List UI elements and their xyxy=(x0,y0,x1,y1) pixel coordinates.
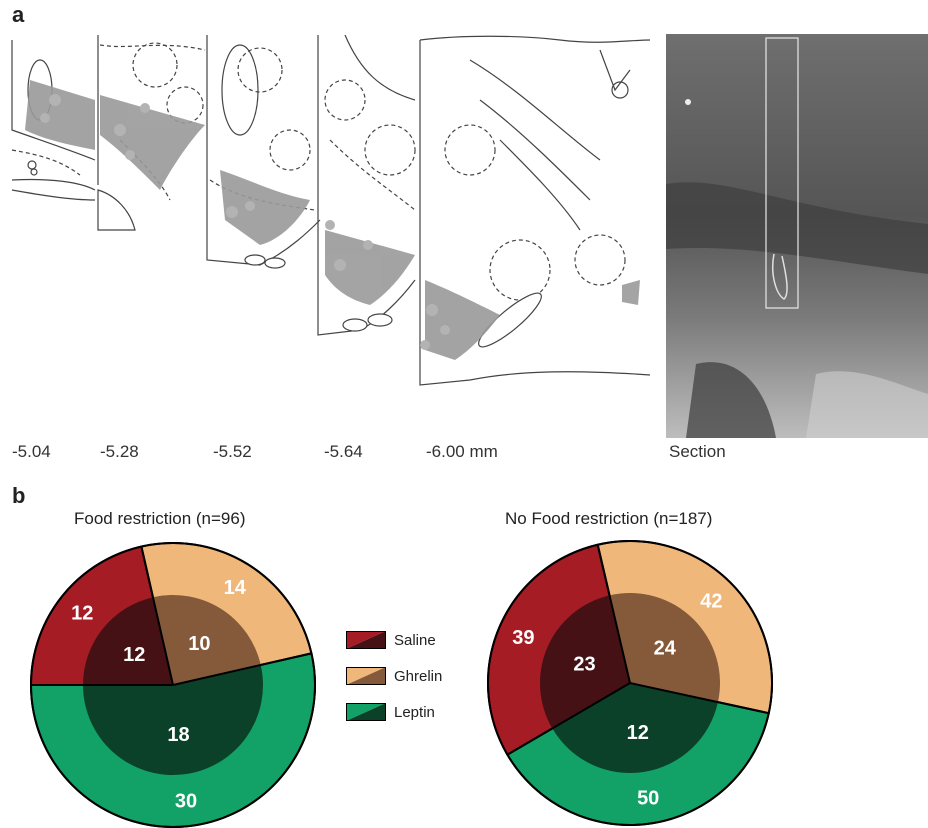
legend-swatch-leptin xyxy=(346,703,386,721)
inner-value-label-ghrelin: 10 xyxy=(188,633,210,655)
pie-outline xyxy=(487,540,773,826)
inner-slice-leptin xyxy=(83,664,263,775)
outer-value-label-leptin: 30 xyxy=(175,790,197,812)
legend-swatch-saline xyxy=(346,631,386,649)
section-label: Section xyxy=(669,442,726,461)
slice-divider xyxy=(629,682,769,715)
chart-title-no-food-restriction: No Food restriction (n=187) xyxy=(505,509,713,528)
outer-value-label-leptin: 50 xyxy=(637,788,659,810)
slice-divider xyxy=(172,652,312,686)
pie-outline xyxy=(30,542,316,828)
inner-value-label-leptin: 12 xyxy=(627,722,649,744)
atlas-section-5 xyxy=(419,35,651,386)
panel-b-label: b xyxy=(12,483,26,508)
inner-slice-saline xyxy=(83,597,173,685)
legend-label-saline: Saline xyxy=(394,631,436,649)
inner-slice-ghrelin xyxy=(609,593,720,703)
pie-chart-food-restriction: 12 12 14 10 30 18 xyxy=(29,542,316,828)
outer-value-label-saline: 12 xyxy=(71,603,93,625)
outer-value-label-ghrelin: 42 xyxy=(700,590,722,612)
slice-divider xyxy=(140,546,174,686)
legend: Saline Ghrelin Leptin xyxy=(346,630,476,722)
section-micrograph xyxy=(666,34,928,438)
coordinate-label-3: -5.52 xyxy=(213,442,252,461)
inner-slice-leptin xyxy=(552,683,718,773)
legend-label-leptin: Leptin xyxy=(394,703,435,721)
legend-swatch-ghrelin xyxy=(346,667,386,685)
outer-value-label-ghrelin: 14 xyxy=(224,577,247,599)
panel-a-label: a xyxy=(12,2,25,27)
inner-value-label-saline: 12 xyxy=(123,644,145,666)
coordinate-label-2: -5.28 xyxy=(100,442,139,461)
slice-divider xyxy=(596,544,631,684)
inner-slice-ghrelin xyxy=(152,595,261,685)
inner-value-label-ghrelin: 24 xyxy=(654,638,677,660)
chart-title-food-restriction: Food restriction (n=96) xyxy=(74,509,246,528)
inner-value-label-saline: 23 xyxy=(573,653,595,675)
pie-chart-no-food-restriction: 39 23 42 24 50 12 xyxy=(487,540,773,826)
slice-divider xyxy=(506,682,631,756)
legend-label-ghrelin: Ghrelin xyxy=(394,667,443,685)
brain-atlas-sections xyxy=(11,34,651,386)
inner-value-label-leptin: 18 xyxy=(167,724,189,746)
outer-value-label-saline: 39 xyxy=(512,627,534,649)
coordinate-label-1: -5.04 xyxy=(12,442,51,461)
coordinate-label-4: -5.64 xyxy=(324,442,363,461)
legend-item-leptin: Leptin xyxy=(346,702,476,722)
legend-item-ghrelin: Ghrelin xyxy=(346,666,476,686)
legend-item-saline: Saline xyxy=(346,630,476,650)
atlas-section-4 xyxy=(317,34,416,336)
coordinate-label-5: -6.00 mm xyxy=(426,442,498,461)
